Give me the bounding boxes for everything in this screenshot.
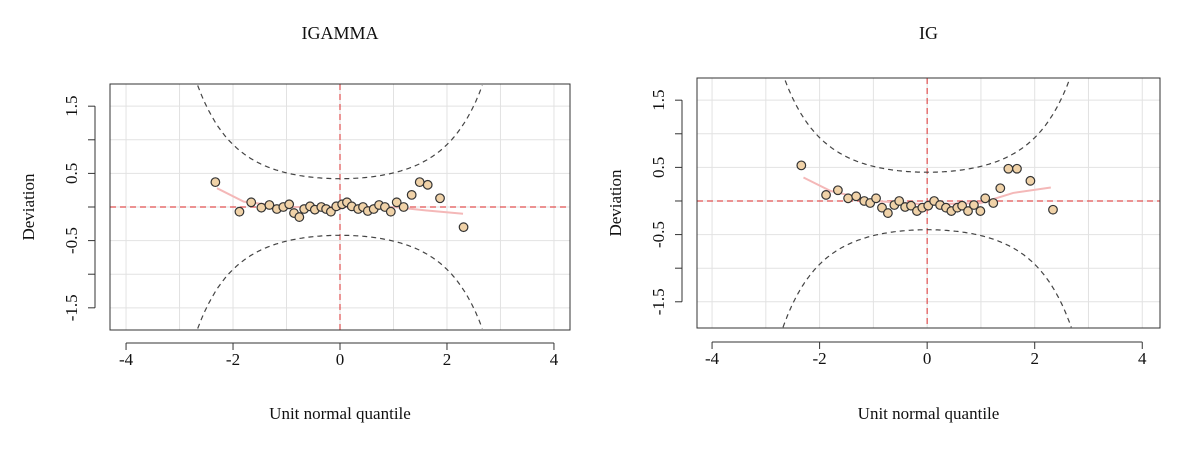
point — [988, 198, 999, 208]
point — [843, 193, 854, 204]
y-tick-label: 0.5 — [649, 157, 668, 178]
point — [877, 202, 887, 213]
confidence-band — [197, 234, 483, 329]
point — [458, 222, 469, 233]
x-axis-label: Unit normal quantile — [858, 404, 1000, 423]
point — [234, 206, 245, 217]
y-axis-label: Deviation — [606, 169, 625, 237]
y-tick-label: -1.5 — [649, 288, 668, 315]
x-tick-label: -4 — [119, 350, 134, 369]
x-tick-label: 0 — [923, 349, 932, 368]
point — [894, 196, 905, 206]
y-tick-label: 1.5 — [649, 90, 668, 111]
x-tick-label: 2 — [1030, 349, 1039, 368]
panel: IG Unit normal quantile Deviation -4 -2 0 2 4 -1… — [606, 23, 1161, 423]
point — [422, 179, 433, 190]
panel-title: IGAMMA — [301, 23, 378, 43]
x-tick-label: 0 — [336, 350, 345, 369]
plot-area — [197, 85, 483, 329]
point — [1025, 175, 1036, 186]
point — [435, 193, 445, 204]
point — [851, 191, 862, 202]
x-tick-label: -2 — [226, 350, 240, 369]
point — [821, 190, 831, 200]
plot-frame — [109, 83, 571, 331]
x-tick-label: -2 — [813, 349, 827, 368]
point — [256, 202, 267, 213]
point — [406, 190, 417, 200]
point — [980, 193, 991, 204]
x-axis-label: Unit normal quantile — [269, 404, 411, 423]
y-tick-label: -0.5 — [649, 221, 668, 248]
y-tick-label: -1.5 — [62, 294, 81, 321]
plot-frame — [696, 77, 1161, 329]
plot-area — [782, 80, 1072, 328]
point — [832, 185, 843, 196]
panel: IGAMMA Unit normal quantile Deviation -4 -2 0… — [19, 23, 571, 423]
point — [871, 193, 881, 204]
point — [796, 160, 807, 171]
point — [264, 200, 275, 210]
point — [1012, 163, 1022, 174]
point — [385, 206, 396, 217]
point — [1048, 204, 1058, 215]
x-tick-label: 4 — [1138, 349, 1147, 368]
y-tick-label: 1.5 — [62, 96, 81, 117]
point — [995, 183, 1006, 194]
point — [246, 197, 257, 208]
point — [391, 197, 402, 208]
point — [414, 177, 425, 188]
point — [1003, 163, 1014, 174]
point — [210, 177, 221, 188]
point — [975, 206, 986, 216]
confidence-band — [197, 85, 483, 180]
point — [906, 200, 916, 211]
point — [957, 200, 968, 211]
point — [969, 200, 979, 210]
point — [398, 202, 409, 212]
point — [284, 199, 295, 210]
x-tick-label: 2 — [443, 350, 452, 369]
y-tick-label: -0.5 — [62, 227, 81, 254]
confidence-band — [782, 229, 1072, 328]
x-tick-label: 4 — [550, 350, 559, 369]
x-tick-label: -4 — [705, 349, 720, 368]
point — [963, 206, 973, 216]
y-tick-label: 0.5 — [62, 163, 81, 184]
y-axis-label: Deviation — [19, 173, 38, 241]
panel-title: IG — [919, 23, 938, 43]
point — [294, 212, 305, 222]
point — [883, 208, 893, 218]
confidence-band — [784, 80, 1070, 173]
